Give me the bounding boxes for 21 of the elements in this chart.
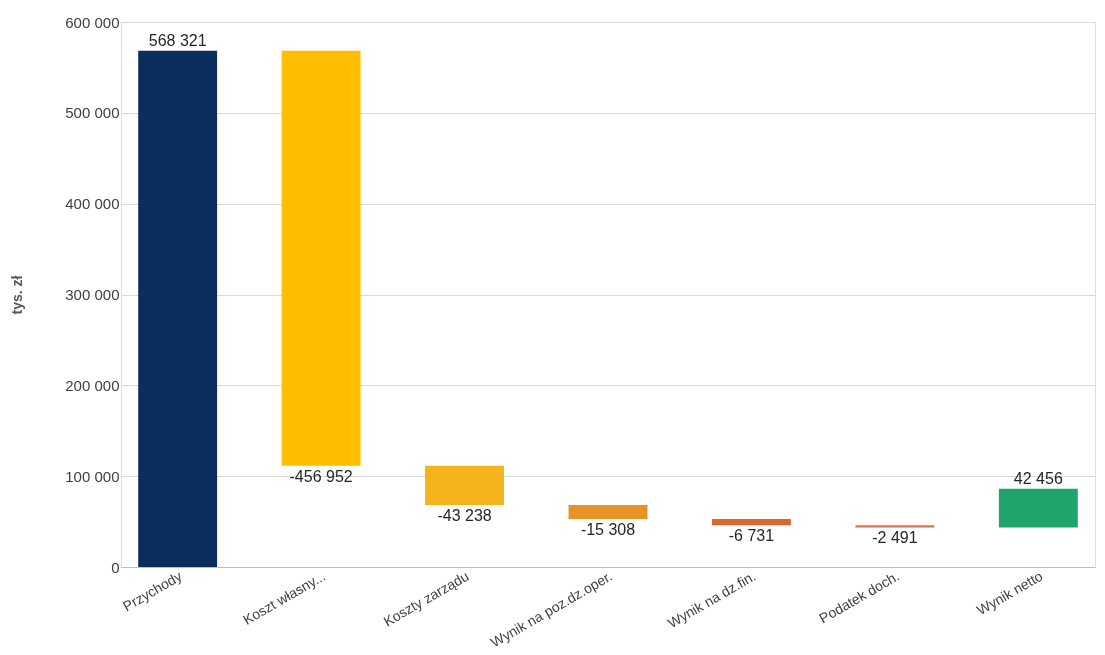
bar [712,519,791,526]
bar [281,50,361,466]
data-label: 42 456 [1013,469,1063,487]
data-label: -43 238 [437,507,492,525]
y-tick-label: 100 000 [65,467,120,485]
y-axis-title: tys. zł [9,275,26,315]
data-label: -15 308 [580,521,636,539]
y-tick-label: 500 000 [65,104,120,122]
bar [138,50,218,567]
data-label: 568 321 [148,31,207,49]
y-tick-label: 300 000 [65,286,120,303]
bar [425,465,504,506]
data-label: -2 491 [872,529,918,547]
y-tick-label: 0 [111,558,120,576]
data-label: -456 952 [289,467,353,485]
y-tick-label: 400 000 [65,195,120,213]
y-tick-label: 200 000 [65,376,120,394]
y-tick-label: 600 000 [65,13,120,31]
bar [998,488,1078,528]
data-label: -6 731 [728,527,775,545]
bar [568,505,648,520]
